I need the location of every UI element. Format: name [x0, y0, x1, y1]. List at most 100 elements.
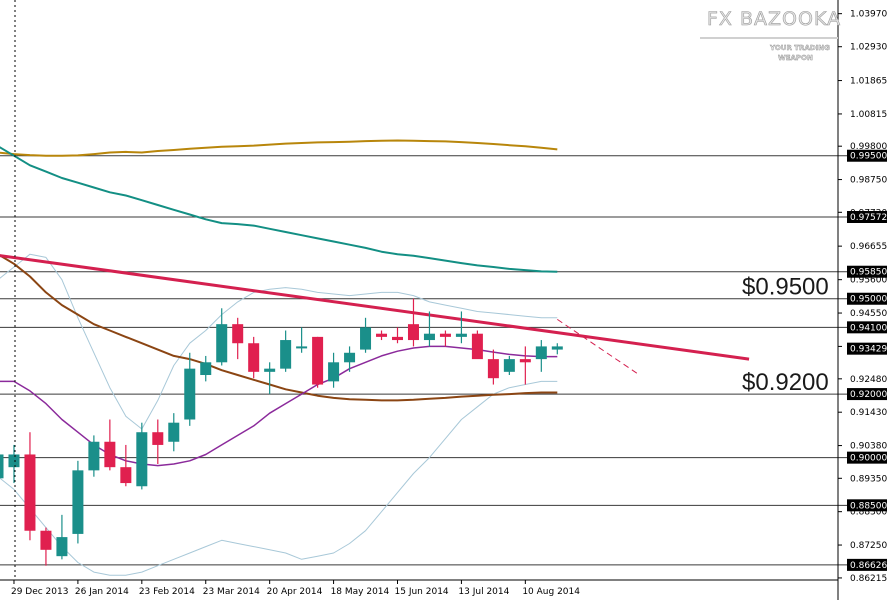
time-tick-label: 23 Mar 2014 — [203, 587, 260, 597]
candle-bull — [328, 352, 340, 388]
price-tick-label: 0.86215 — [850, 574, 887, 584]
candle-bear — [519, 346, 531, 385]
candle-body — [280, 340, 292, 369]
candle-bull — [264, 362, 276, 395]
moving-averages — [0, 139, 558, 467]
candle-body — [40, 530, 52, 550]
candle-body — [184, 368, 196, 420]
ma-brown-line — [0, 254, 558, 402]
candle-body — [360, 327, 372, 350]
candle-body — [312, 336, 324, 385]
time-tick-label: 15 Jun 2014 — [395, 587, 449, 597]
level-tag-bg — [847, 265, 887, 278]
candle-body — [120, 467, 132, 484]
candle-body — [136, 432, 148, 487]
candle-bear — [439, 330, 451, 347]
bollinger-bands — [0, 253, 558, 576]
candle-bear — [392, 327, 403, 344]
candle-bull — [56, 514, 68, 560]
candle-bull — [551, 343, 563, 355]
level-tag-label: 0.95850 — [850, 268, 887, 278]
price-tick-label: 1.00815 — [850, 110, 887, 120]
candle-body — [455, 333, 467, 337]
candle-bear — [248, 336, 260, 379]
candle-body — [152, 432, 164, 445]
price-tick-label: 1.02930 — [850, 43, 887, 53]
level-tag-label: 0.99500 — [850, 152, 887, 162]
candle-body — [72, 470, 84, 534]
trendline-group — [0, 254, 750, 374]
candle-body — [296, 346, 308, 349]
candle-bull — [8, 444, 20, 484]
current-price-tag-bg — [847, 342, 887, 355]
candle-bull — [535, 340, 547, 372]
candle-bull — [360, 317, 372, 353]
time-tick-label: 29 Dec 2013 — [11, 587, 68, 597]
candle-bull — [0, 454, 4, 479]
time-tick-label: 23 Feb 2014 — [139, 587, 195, 597]
time-axis-ticks: 29 Dec 2013 26 Jan 2014 23 Feb 2014 23 Mar … — [11, 580, 580, 597]
candle-body — [407, 324, 419, 341]
price-tick-label: 1.03970 — [850, 10, 887, 20]
candle-bear — [152, 419, 164, 464]
candle-body — [56, 537, 68, 557]
level-tag-label: 0.90000 — [850, 454, 887, 464]
candle-body — [519, 359, 531, 363]
candle-body — [551, 346, 563, 350]
candle-bull — [136, 422, 148, 490]
candle-body — [8, 454, 20, 468]
candle-bear — [232, 317, 244, 360]
candle-body — [88, 441, 100, 471]
price-tick-label: 0.92480 — [850, 375, 887, 385]
price-tick-label: 0.88300 — [850, 508, 887, 518]
logo-tagline-2: WEAPON — [778, 54, 813, 62]
level-tag-bg — [847, 321, 887, 334]
candle-bear — [487, 349, 499, 385]
candle-bull — [503, 355, 515, 376]
price-tick-label: 0.99800 — [850, 142, 887, 152]
fx-bazooka-logo: FX BAZOOKA YOUR TRADING WEAPON — [700, 8, 840, 62]
level-tag-bg — [847, 292, 887, 305]
candle-body — [535, 346, 547, 360]
level-tag-bg — [847, 149, 887, 162]
price-tags: 0.99500 0.97572 0.95850 0.95000 0.94100 0.920… — [847, 149, 887, 571]
time-tick-label: 20 Apr 2014 — [267, 587, 323, 597]
candle-bear — [376, 330, 388, 341]
candle-body — [264, 368, 276, 372]
bollinger-upper — [0, 253, 558, 430]
horizontal-levels — [0, 155, 847, 566]
time-tick-label: 26 Jan 2014 — [75, 587, 129, 597]
candle-bear — [104, 419, 116, 471]
candle-bull — [72, 460, 84, 544]
time-tick-label: 18 May 2014 — [331, 587, 390, 597]
price-annotations: $0.9500 $0.9200 — [742, 274, 829, 396]
ma-gold-line — [0, 139, 558, 157]
logo-tagline-1: YOUR TRADING — [769, 44, 830, 52]
candle-bull — [423, 311, 435, 347]
bollinger-lower — [0, 380, 558, 576]
price-tick-label: 1.01865 — [850, 77, 887, 87]
candle-bull — [200, 355, 212, 382]
candle-body — [471, 333, 483, 360]
price-tick-label: 0.91430 — [850, 408, 887, 418]
candle-body — [232, 324, 244, 344]
projection-line — [557, 318, 638, 374]
current-price-label: 0.93429 — [850, 345, 887, 355]
candle-bull — [280, 330, 292, 372]
price-tick-label: 0.87250 — [850, 541, 887, 551]
level-tag-label: 0.97572 — [850, 213, 887, 223]
candle-body — [423, 333, 435, 341]
level-tag-bg — [847, 499, 887, 512]
candle-bull — [168, 413, 180, 452]
candle-body — [248, 343, 260, 372]
candle-bear — [120, 444, 132, 487]
candle-body — [24, 454, 36, 531]
level-tag-label: 0.92000 — [850, 390, 887, 400]
price-tick-label: 0.95600 — [850, 276, 887, 286]
level-tag-label: 0.86626 — [850, 561, 887, 571]
level-tag-label: 0.94100 — [850, 323, 887, 333]
candle-body — [392, 336, 403, 341]
price-tick-label: 0.98750 — [850, 176, 887, 186]
